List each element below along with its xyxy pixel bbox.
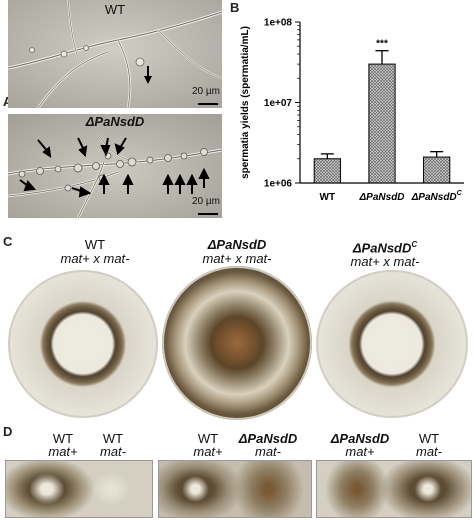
micrograph-wt-image bbox=[8, 0, 222, 108]
micrograph-mutant: ΔPaNsdD 20 µm bbox=[8, 114, 222, 218]
plate-label-complemented: ΔPaNsdDC mat+ x mat- bbox=[325, 238, 445, 269]
micrograph-wt-title: WT bbox=[104, 2, 126, 17]
panel-d-letter: D bbox=[3, 424, 13, 439]
plate-mutant bbox=[162, 266, 312, 420]
plate-wt bbox=[8, 270, 158, 418]
plate-genotype-wrap: ΔPaNsdDC bbox=[325, 238, 445, 255]
y-tick-label: 1e+06 bbox=[264, 179, 293, 190]
scale-bar-label: 20 µm bbox=[192, 196, 220, 207]
y-tick-label: 1e+08 bbox=[264, 18, 293, 29]
strip-3-label-left: ΔPaNsdD mat+ bbox=[320, 432, 400, 458]
bar bbox=[368, 63, 396, 184]
strip-genotype: WT bbox=[52, 431, 74, 446]
significance-label: *** bbox=[376, 39, 388, 50]
plate-cross: mat+ x mat- bbox=[60, 251, 130, 266]
strip-mating: mat- bbox=[100, 444, 126, 459]
strip-1-label-right: WT mat- bbox=[88, 432, 138, 458]
strip-2-label-right: ΔPaNsdD mat- bbox=[228, 432, 308, 458]
strip-3-label-right: WT mat- bbox=[404, 432, 454, 458]
strip-genotype: ΔPaNsdD bbox=[330, 431, 390, 446]
micrograph-mutant-title: ΔPaNsdD bbox=[85, 114, 145, 129]
strip-mating: mat+ bbox=[48, 444, 78, 459]
confrontation-strip-1 bbox=[5, 460, 153, 518]
y-tick-label: 1e+07 bbox=[264, 98, 293, 109]
plate-label-mutant: ΔPaNsdD mat+ x mat- bbox=[182, 238, 292, 266]
x-tick-label: WT bbox=[320, 192, 336, 203]
y-axis-label: spermatia yields (spermatia/mL) bbox=[240, 26, 251, 179]
x-tick-label: ΔPaNsdD bbox=[358, 192, 404, 203]
strip-mating: mat- bbox=[416, 444, 442, 459]
strip-genotype: WT bbox=[418, 431, 440, 446]
confrontation-strip-3 bbox=[316, 460, 472, 518]
strip-mating: mat- bbox=[255, 444, 281, 459]
panel-a-letter: A bbox=[3, 94, 12, 109]
strip-genotype: WT bbox=[197, 431, 219, 446]
plate-complemented bbox=[316, 270, 468, 418]
x-tick-label: ΔPaNsdDC bbox=[411, 190, 463, 203]
plate-genotype: WT bbox=[84, 237, 106, 252]
strip-genotype: ΔPaNsdD bbox=[238, 431, 298, 446]
panel-b-letter: B bbox=[230, 0, 240, 15]
strip-mating: mat+ bbox=[345, 444, 375, 459]
plate-genotype-superscript: C bbox=[411, 240, 418, 249]
plate-cross: mat+ x mat- bbox=[202, 251, 272, 266]
plate-label-wt: WT mat+ x mat- bbox=[40, 238, 150, 266]
plate-genotype: ΔPaNsdD bbox=[352, 240, 412, 256]
chart-svg: 1e+06 1e+07 1e+08 spermatia yields (spermat… bbox=[240, 18, 464, 203]
micrograph-mutant-image bbox=[8, 114, 222, 218]
strip-2-label-left: WT mat+ bbox=[188, 432, 228, 458]
bar bbox=[423, 156, 451, 184]
confrontation-strip-2 bbox=[158, 460, 312, 518]
strip-genotype: WT bbox=[102, 431, 124, 446]
strip-1-label-left: WT mat+ bbox=[38, 432, 88, 458]
panel-c-letter: C bbox=[3, 234, 13, 249]
scale-bar-label: 20 µm bbox=[192, 86, 220, 97]
bar bbox=[313, 158, 341, 184]
spermatia-chart: 1e+06 1e+07 1e+08 spermatia yields (spermat… bbox=[228, 0, 474, 222]
plate-cross: mat+ x mat- bbox=[350, 254, 420, 270]
strip-mating: mat+ bbox=[193, 444, 223, 459]
micrograph-wt: WT 20 µm bbox=[8, 0, 222, 108]
plate-genotype: ΔPaNsdD bbox=[207, 237, 267, 252]
